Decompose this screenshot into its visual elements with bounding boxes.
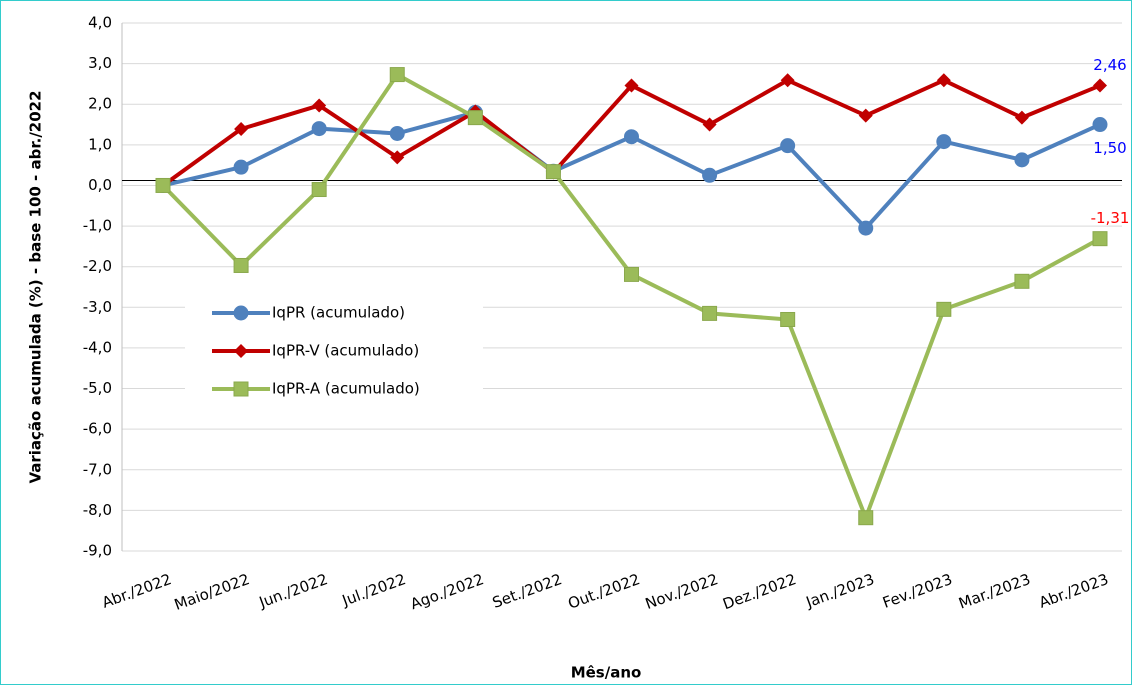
legend-marker [234, 344, 248, 358]
y-tick-label: -3,0 [83, 298, 112, 316]
legend-marker [233, 305, 249, 321]
marker [545, 164, 561, 180]
marker [1092, 231, 1108, 247]
y-tick-label: 1,0 [88, 135, 112, 153]
marker [389, 67, 405, 83]
y-tick-label: -5,0 [83, 379, 112, 397]
marker [233, 257, 249, 273]
marker [936, 134, 952, 150]
y-tick-label: -7,0 [83, 460, 112, 478]
y-tick-label: 0,0 [88, 176, 112, 194]
data-label: 2,46 [1093, 56, 1126, 74]
marker [311, 182, 327, 198]
data-label: -1,31 [1091, 209, 1130, 227]
marker [1014, 110, 1029, 125]
marker [936, 301, 952, 317]
legend-marker [233, 381, 249, 397]
x-axis-title: Mês/ano [571, 664, 642, 682]
marker [702, 117, 717, 132]
y-tick-label: -6,0 [83, 420, 112, 438]
marker [780, 138, 796, 154]
marker [155, 177, 171, 193]
y-tick-label: -9,0 [83, 542, 112, 560]
y-tick-label: -4,0 [83, 338, 112, 356]
y-tick-label: 4,0 [88, 14, 112, 32]
marker [311, 121, 327, 137]
data-label: 1,50 [1093, 139, 1126, 157]
legend-label: IqPR (acumulado) [272, 304, 405, 322]
marker [234, 122, 249, 137]
marker [702, 167, 718, 183]
y-tick-label: -2,0 [83, 257, 112, 275]
marker [624, 266, 639, 282]
marker [858, 510, 874, 526]
marker [780, 73, 795, 88]
marker [467, 110, 483, 126]
marker [1014, 273, 1030, 289]
marker [858, 108, 873, 123]
y-tick-label: 2,0 [88, 95, 112, 113]
marker [1092, 117, 1108, 133]
y-axis-title: Variação acumulada (%) - base 100 - abr.… [27, 90, 45, 483]
marker [624, 129, 639, 145]
legend-label: IqPR-A (acumulado) [272, 380, 420, 398]
marker [233, 159, 249, 175]
marker [936, 73, 951, 88]
marker [858, 220, 874, 236]
marker [624, 78, 639, 93]
legend: IqPR (acumulado) IqPR-V (acumulado) IqPR-A… [185, 293, 483, 405]
marker [390, 150, 405, 165]
y-tick-label: -8,0 [83, 501, 112, 519]
legend-label: IqPR-V (acumulado) [272, 342, 419, 360]
marker [780, 311, 796, 327]
marker [389, 125, 405, 141]
marker [702, 305, 718, 321]
marker [1093, 78, 1107, 93]
marker [1014, 152, 1030, 168]
y-tick-label: -1,0 [83, 217, 112, 235]
marker [312, 98, 327, 113]
y-tick-label: 3,0 [88, 54, 112, 72]
